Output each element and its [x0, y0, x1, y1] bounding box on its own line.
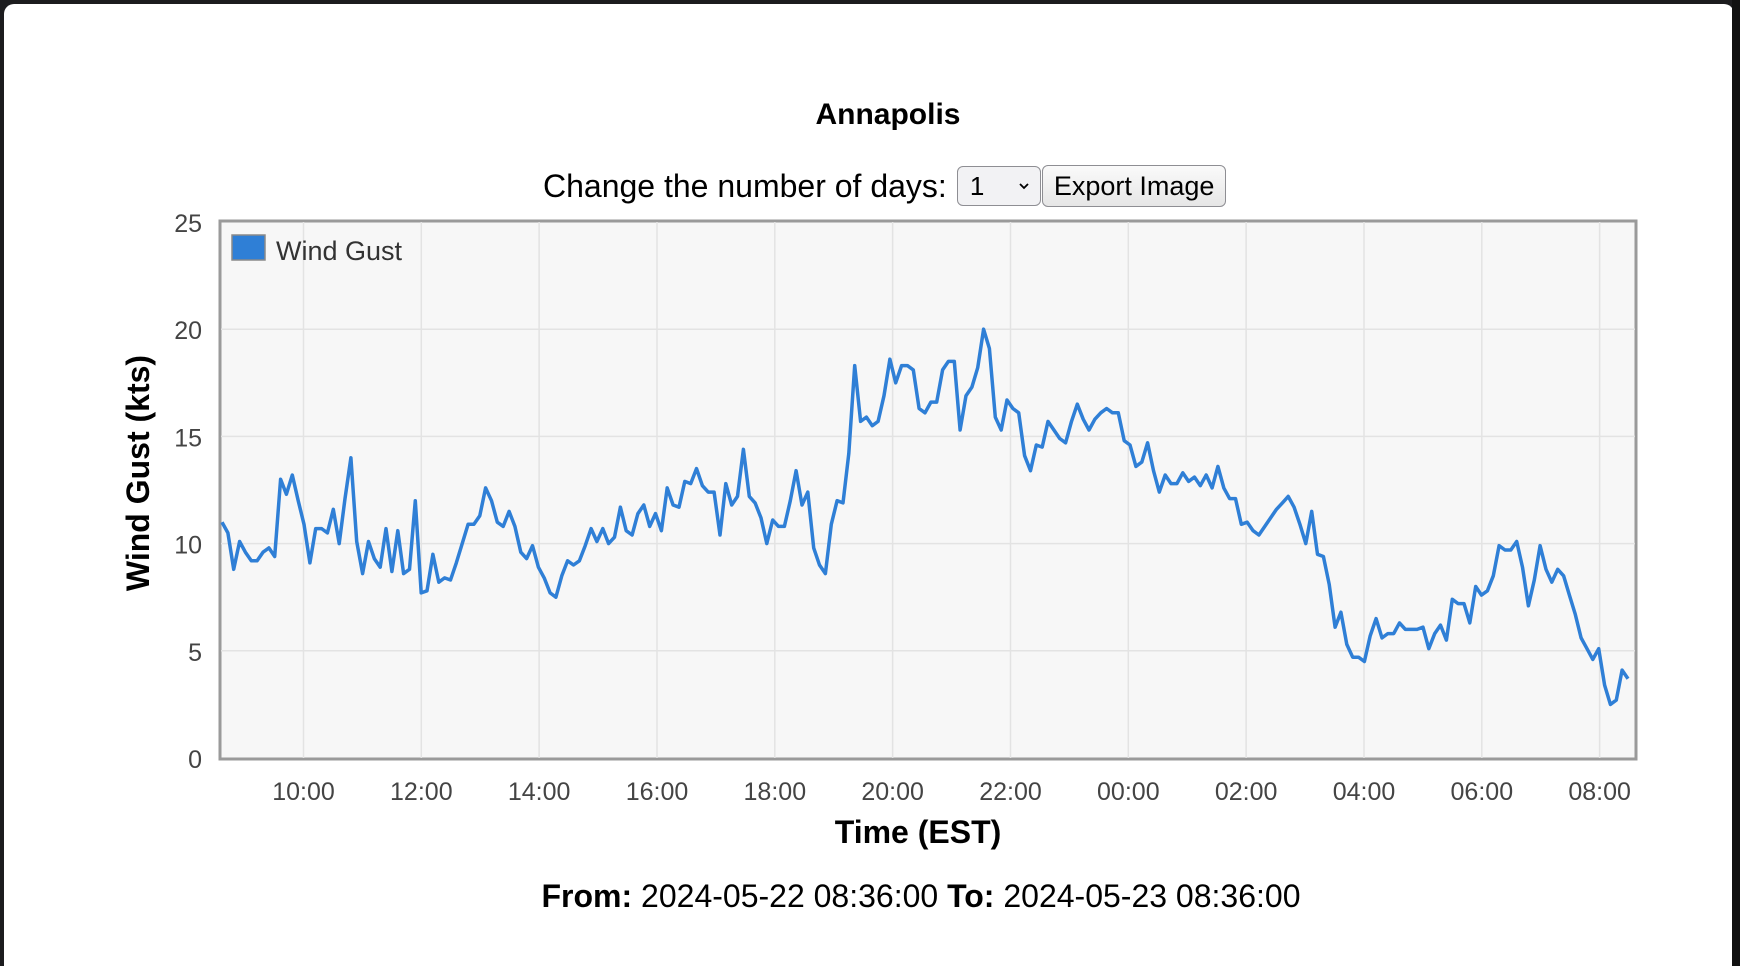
y-axis-label: Wind Gust (kts) [120, 355, 156, 591]
x-axis-label: Time (EST) [835, 814, 1002, 850]
y-tick-label: 10 [174, 532, 202, 560]
from-label: From: [541, 878, 633, 914]
days-select[interactable]: 1 [956, 166, 1041, 206]
to-label: To: [947, 878, 995, 914]
chevron-down-icon [1019, 183, 1029, 190]
x-tick-label: 18:00 [744, 778, 807, 806]
controls-row: Change the number of days: 1 Export Imag… [543, 164, 1227, 208]
x-tick-label: 08:00 [1568, 778, 1631, 806]
grid-lines [221, 222, 1635, 758]
y-tick-label: 15 [174, 424, 202, 452]
date-range: From: 2024-05-22 08:36:00 To: 2024-05-23… [0, 878, 1740, 915]
days-select-value: 1 [969, 170, 985, 201]
page-title: Annapolis [815, 98, 961, 131]
x-axis-ticks: 10:00 12:00 14:00 16:00 18:00 20:00 22:00 00:00… [272, 778, 1631, 806]
x-tick-label: 16:00 [626, 778, 689, 806]
legend-label: Wind Gust [276, 236, 403, 266]
x-tick-label: 10:00 [272, 778, 335, 806]
series-line-wind-gust [220, 327, 1630, 707]
y-tick-label: 5 [188, 639, 202, 667]
x-tick-label: 22:00 [979, 778, 1042, 806]
x-tick-label: 20:00 [861, 778, 924, 806]
y-axis-ticks: 0 5 10 15 20 25 [174, 210, 202, 774]
x-tick-label: 06:00 [1451, 778, 1514, 806]
days-label: Change the number of days: [543, 167, 947, 204]
x-tick-label: 00:00 [1097, 778, 1160, 806]
export-image-button[interactable]: Export Image [1041, 165, 1227, 207]
y-tick-label: 25 [174, 210, 202, 238]
x-tick-label: 14:00 [508, 778, 571, 806]
window-edge [1732, 0, 1740, 966]
to-value: 2024-05-23 08:36:00 [1003, 878, 1301, 914]
x-tick-label: 04:00 [1333, 778, 1396, 806]
y-tick-label: 0 [188, 746, 202, 774]
y-tick-label: 20 [174, 317, 202, 345]
from-value: 2024-05-22 08:36:00 [641, 878, 939, 914]
x-tick-label: 12:00 [390, 778, 453, 806]
x-tick-label: 02:00 [1215, 778, 1278, 806]
plot-area [218, 219, 1638, 761]
legend-swatch [231, 234, 266, 261]
